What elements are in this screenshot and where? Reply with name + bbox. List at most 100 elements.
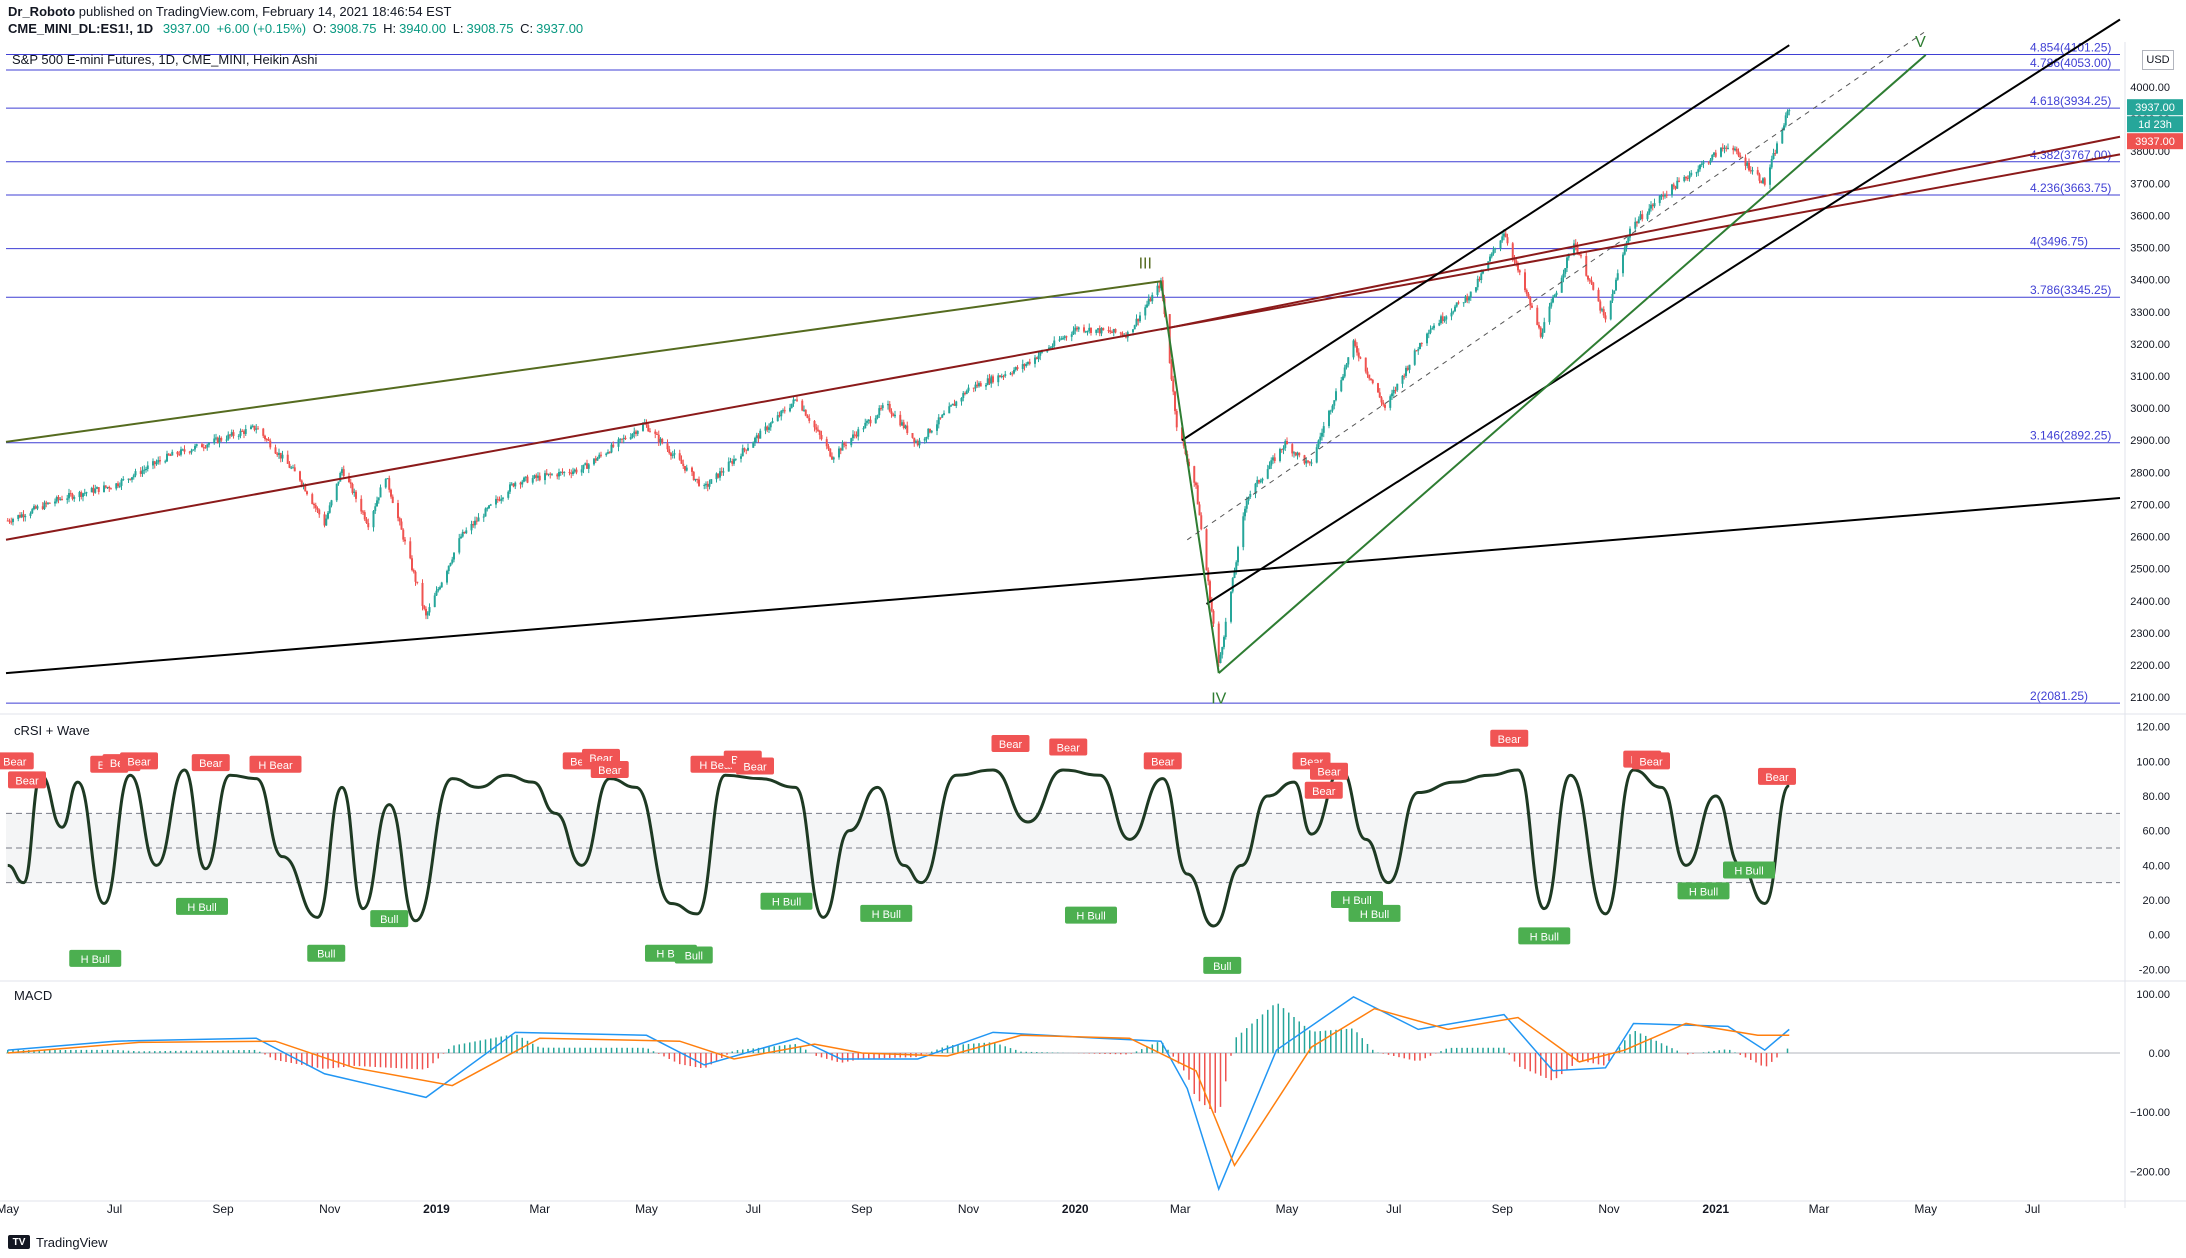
bear-signal-badge: Bear (1490, 729, 1529, 747)
candle-body (327, 512, 329, 519)
candle-body (974, 384, 977, 389)
candle-body (439, 587, 441, 589)
candle-body (1711, 154, 1714, 160)
candle-body (216, 437, 219, 444)
candle-body (129, 478, 132, 480)
candle-body (1207, 570, 1210, 582)
candle-body (465, 530, 468, 534)
candle-body (1420, 342, 1423, 344)
candle-body (178, 454, 181, 456)
candle-body (1585, 256, 1588, 276)
candle-body (435, 590, 438, 596)
candle-body (605, 453, 608, 456)
candle-body (1443, 319, 1446, 321)
candle-body (1713, 152, 1715, 155)
x-tick: Mar (1170, 1202, 1191, 1216)
candle-body (874, 418, 877, 424)
candle-body (1391, 393, 1393, 397)
candle-body (106, 486, 109, 488)
candle-body (1419, 342, 1421, 350)
candle-body (832, 457, 835, 460)
candle-body (376, 500, 378, 507)
candle-body (500, 498, 503, 501)
candle-body (955, 401, 958, 406)
candle-body (782, 410, 784, 412)
candle-body (1543, 322, 1546, 333)
candle-body (752, 442, 755, 448)
signal-badge-text: Bear (15, 775, 39, 787)
candle-body (1637, 219, 1640, 224)
footer: TV TradingView (8, 1232, 108, 1252)
candle-body (323, 514, 326, 526)
candle-body (915, 441, 917, 443)
candle-body (815, 427, 818, 430)
candle-body (818, 430, 821, 435)
footer-brand[interactable]: TradingView (36, 1234, 108, 1250)
candle-body (1233, 571, 1236, 579)
candle-body (902, 422, 905, 429)
candle-body (335, 483, 338, 501)
candle-body (1060, 338, 1063, 340)
candle-body (857, 429, 860, 437)
candle-body (152, 461, 154, 466)
candle-body (1364, 357, 1367, 372)
currency-badge[interactable]: USD (2142, 50, 2174, 70)
signal-badge-bg (69, 949, 122, 967)
candle-body (1266, 469, 1269, 479)
candle-body (1450, 312, 1453, 317)
candle-body (657, 434, 660, 443)
candle-body (901, 422, 903, 426)
candle-body (916, 441, 919, 446)
candle-body (1188, 461, 1190, 467)
candle-body (414, 571, 417, 582)
candle-body (1769, 167, 1771, 185)
candle-body (477, 517, 480, 522)
bear-signal-badge: Bear (0, 752, 34, 770)
candle-body (166, 453, 168, 462)
candle-body (1272, 457, 1274, 461)
candle-body (745, 449, 748, 451)
candle-body (1322, 426, 1325, 433)
candle-body (1258, 480, 1260, 483)
candle-body (1725, 147, 1728, 149)
candle-body (262, 428, 265, 436)
fib-label-2: 4.618(3934.25) (2030, 94, 2111, 108)
candle-body (1602, 309, 1605, 316)
candle-body (181, 449, 184, 451)
signal-badge-text: Bull (1213, 961, 1231, 973)
candle-body (923, 438, 926, 441)
symbol-label[interactable]: CME_MINI_DL:ES1!, 1D (8, 21, 154, 36)
main-y-tick: 3200.00 (2130, 339, 2170, 351)
signal-line (7, 1007, 1790, 1168)
tradingview-logo-icon[interactable]: TV (8, 1235, 30, 1249)
signal-badge-text: H Bull (772, 897, 801, 909)
candle-body (244, 429, 247, 434)
candle-body (678, 453, 681, 460)
candle-body (929, 428, 931, 433)
prev-price-tag-bg (2127, 133, 2183, 150)
price-change: +6.00 (+0.15%) (216, 21, 307, 36)
candle-body (90, 487, 93, 493)
low-value: 3908.75 (466, 21, 514, 36)
candle-body (1623, 247, 1626, 255)
candle-body (85, 492, 88, 494)
candle-body (906, 425, 909, 434)
candle-body (1221, 647, 1224, 655)
last-price-tag-bg (2127, 99, 2183, 116)
trendline-2 (1160, 135, 2121, 331)
candle-body (69, 493, 72, 495)
candle-body (194, 445, 196, 450)
candle-body (771, 421, 774, 424)
crsi-y-tick: 40.00 (2142, 860, 2170, 872)
candle-body (1305, 460, 1308, 464)
candle-body (267, 439, 270, 441)
candle-body (96, 487, 98, 489)
candle-body (976, 384, 979, 387)
signal-badge-bg (1723, 861, 1775, 879)
candle-body (463, 531, 466, 534)
author-link[interactable]: Dr_Roboto (8, 4, 76, 19)
candle-body (801, 400, 804, 411)
candle-body (451, 559, 454, 563)
macd-y-tick: −200.00 (2130, 1166, 2170, 1178)
